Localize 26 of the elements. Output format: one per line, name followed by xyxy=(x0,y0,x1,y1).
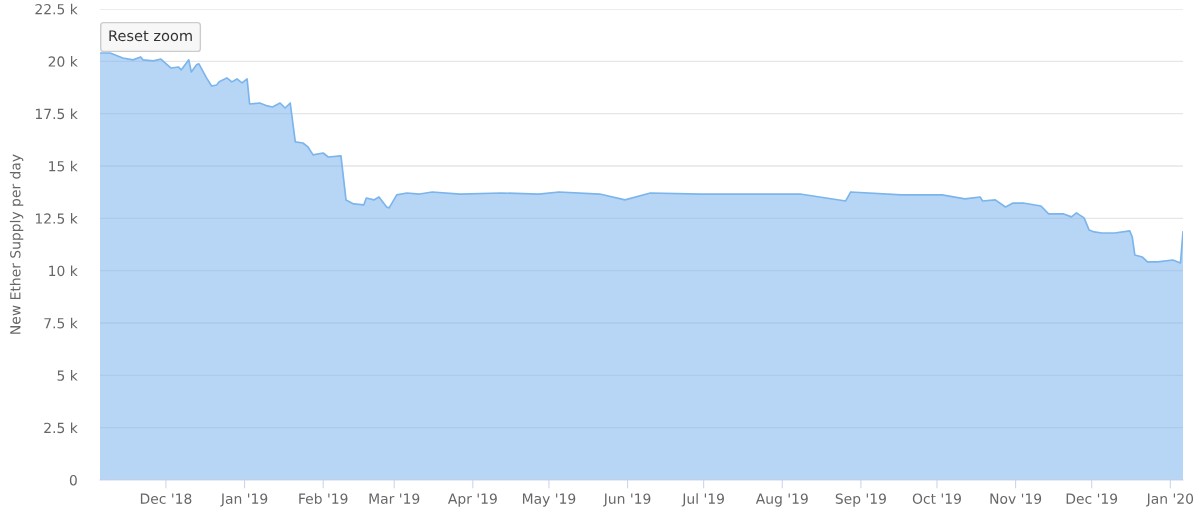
y-tick-label: 0 xyxy=(69,474,77,486)
y-tick-label: 10 k xyxy=(49,265,78,277)
x-tick-label: Jul '19 xyxy=(681,493,724,507)
x-tick-label: Jun '19 xyxy=(603,493,651,507)
y-tick-label: 7.5 k xyxy=(44,317,78,329)
y-tick-label: 2.5 k xyxy=(44,422,78,434)
x-tick-label: Mar '19 xyxy=(369,493,420,504)
y-tick-label: 15 k xyxy=(49,160,78,172)
y-axis-title: New Ether Supply per day xyxy=(9,154,24,334)
y-tick-label: 22.5 k xyxy=(35,3,78,15)
x-tick-label: Jan '19 xyxy=(220,493,268,507)
x-tick-label: Sep '19 xyxy=(835,493,886,507)
y-tick-label: 17.5 k xyxy=(35,108,78,120)
x-tick-label: Dec '19 xyxy=(1066,493,1118,504)
x-tick-label: Apr '19 xyxy=(447,493,497,507)
y-tick-label: 5 k xyxy=(57,370,78,381)
y-tick-label: 20 k xyxy=(48,56,78,67)
x-tick-label: Nov '19 xyxy=(990,493,1042,504)
x-tick-label: May '19 xyxy=(522,493,576,507)
x-tick-label: Dec '18 xyxy=(140,493,192,504)
x-tick-label: Jan '20 xyxy=(1145,493,1194,507)
y-tick-label: 12.5 k xyxy=(35,213,78,224)
x-tick-label: Aug '19 xyxy=(755,493,808,507)
x-tick-label: Oct '19 xyxy=(912,493,961,504)
x-tick-label: Feb '19 xyxy=(299,493,348,504)
annotation: Reset zoom xyxy=(109,30,192,42)
